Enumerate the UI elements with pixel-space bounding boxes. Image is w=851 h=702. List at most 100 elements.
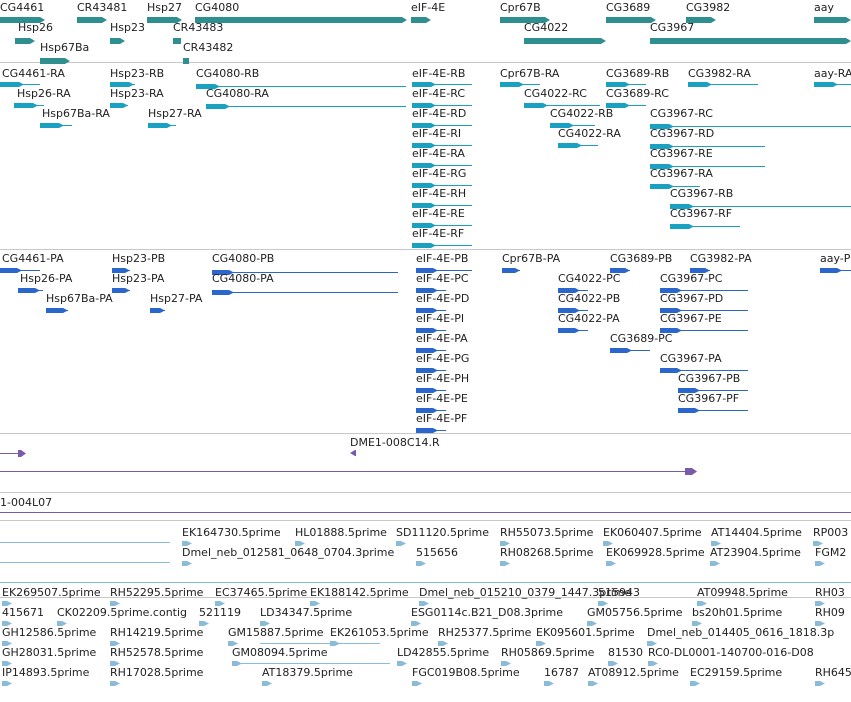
proteins-label-cg3967-pe[interactable]: CG3967-PE [660,312,722,325]
proteins-label-eif-4e-ph[interactable]: eIF-4E-PH [416,372,470,385]
ests-label-at09948-5prime[interactable]: AT09948.5prime [697,586,788,599]
ests-label-fgm2[interactable]: FGM2 [815,546,847,559]
gene-feature-cr43481[interactable] [77,17,107,23]
est-feature-dmel-neb-014405-0616-1818-3p[interactable] [647,641,657,646]
genes-label-cg3982[interactable]: CG3982 [686,1,731,14]
protein-feature-cg4461-pa[interactable] [0,268,22,273]
est-feature-81530[interactable] [608,661,618,666]
est-feature-ek095601-5prime[interactable] [536,641,546,646]
ests-label-ek069928-5prime[interactable]: EK069928.5prime [606,546,705,559]
est-feature-rh03[interactable] [815,601,825,606]
transcripts-label-cg4022-ra[interactable]: CG4022-RA [558,127,621,140]
est-feature-rh14219-5prime[interactable] [110,641,120,646]
protein-feature-hsp27-pa[interactable] [150,308,165,313]
transcripts-label-cg3967-ra[interactable]: CG3967-RA [650,167,713,180]
transcript-feature-eif-4e-re[interactable] [412,223,436,228]
proteins-label-cg3967-pf[interactable]: CG3967-PF [678,392,740,405]
protein-feature-hsp26-pa[interactable] [18,288,40,293]
proteins-label-cg4022-pa[interactable]: CG4022-PA [558,312,620,325]
ests-label-rp003[interactable]: RP003 [813,526,849,539]
protein-feature-eif-4e-pe[interactable] [416,408,438,413]
ests-label-dmel-neb-015210-0379-1447-3prime[interactable]: Dmel_neb_015210_0379_1447.3prime [419,586,632,599]
proteins-label-eif-4e-pc[interactable]: eIF-4E-PC [416,272,469,285]
transcripts-label-eif-4e-rf[interactable]: eIF-4E-RF [412,227,465,240]
transcripts-label-cg3967-re[interactable]: CG3967-RE [650,147,713,160]
protein-feature-cg3967-pe[interactable] [660,328,682,333]
est-feature-hl01888-5prime[interactable] [295,541,305,546]
ests-label-at14404-5prime[interactable]: AT14404.5prime [711,526,802,539]
ests-label-dmel-neb-014405-0616-1818-3p[interactable]: Dmel_neb_014405_0616_1818.3p [647,626,835,639]
genes-label-cpr67b[interactable]: Cpr67B [500,1,541,14]
est-feature-rp003[interactable] [813,541,823,546]
genes-label-cg4080[interactable]: CG4080 [195,1,240,14]
clone-feature-dme1-008c14-r[interactable] [685,468,697,475]
transcripts-label-eif-4e-rc[interactable]: eIF-4E-RC [412,87,466,100]
transcripts-label-cg4080-rb[interactable]: CG4080-RB [196,67,260,80]
ests-label-rh55073-5prime[interactable]: RH55073.5prime [500,526,594,539]
ests-label-rh52295-5prime[interactable]: RH52295.5prime [110,586,204,599]
ests-label-ec37465-5prime[interactable]: EC37465.5prime [215,586,308,599]
est-feature-ek188142-5prime[interactable] [310,601,320,606]
est-feature-rh17028-5prime[interactable] [110,681,120,686]
est-feature-rh645[interactable] [815,681,825,686]
ests-label-gh12586-5prime[interactable]: GH12586.5prime [2,626,97,639]
ests-label-ck02209-5prime-contig[interactable]: CK02209.5prime.contig [57,606,188,619]
est-feature-at08912-5prime[interactable] [588,681,598,686]
transcripts-label-cg3967-rf[interactable]: CG3967-RF [670,207,733,220]
genes-label-hsp67ba[interactable]: Hsp67Ba [40,41,90,54]
ests-label-rh03[interactable]: RH03 [815,586,845,599]
ests-label-esg0114c-b21-d08-3prime[interactable]: ESG0114c.B21_D08.3prime [411,606,564,619]
transcript-feature-cg3982-ra[interactable] [688,82,712,87]
gene-feature-hsp26[interactable] [15,38,35,44]
ests-label-ld34347-5prime[interactable]: LD34347.5prime [260,606,353,619]
transcripts-label-cg3967-rd[interactable]: CG3967-RD [650,127,715,140]
gene-feature-hsp67ba[interactable] [40,58,70,64]
est-feature-fgc019b08-5prime[interactable] [412,681,422,686]
proteins-label-cg4022-pb[interactable]: CG4022-PB [558,292,621,305]
genes-label-cr43481[interactable]: CR43481 [77,1,128,14]
protein-feature-cg3967-pf[interactable] [678,408,700,413]
est-feature-gh12586-5prime[interactable] [2,641,12,646]
transcripts-label-hsp67ba-ra[interactable]: Hsp67Ba-RA [42,107,110,120]
transcripts-label-cg3967-rb[interactable]: CG3967-RB [670,187,734,200]
proteins-label-eif-4e-pf[interactable]: eIF-4E-PF [416,412,468,425]
gene-feature-cg3689[interactable] [606,17,656,23]
transcripts-label-cg4461-ra[interactable]: CG4461-RA [2,67,65,80]
proteins-label-hsp23-pb[interactable]: Hsp23-PB [112,252,166,265]
proteins-label-eif-4e-pi[interactable]: eIF-4E-PI [416,312,465,325]
transcript-feature-cg3967-rc[interactable] [650,124,674,129]
protein-feature-eif-4e-pc[interactable] [416,288,438,293]
proteins-label-cg4080-pb[interactable]: CG4080-PB [212,252,275,265]
est-feature-rh52295-5prime[interactable] [110,601,120,606]
ests-label-ek164730-5prime[interactable]: EK164730.5prime [182,526,281,539]
est-feature-rh25377-5prime[interactable] [438,641,448,646]
proteins-label-eif-4e-pa[interactable]: eIF-4E-PA [416,332,468,345]
est-feature-ek069928-5prime[interactable] [606,561,616,566]
genes-label-eif-4e[interactable]: eIF-4E [411,1,446,14]
proteins-label-aay-p[interactable]: aay-P [820,252,851,265]
ests-label-rh645[interactable]: RH645 [815,666,851,679]
proteins-label-cg3689-pc[interactable]: CG3689-PC [610,332,673,345]
transcript-feature-eif-4e-rg[interactable] [412,183,436,188]
est-feature-sd11120-5prime[interactable] [396,541,406,546]
proteins-label-hsp23-pa[interactable]: Hsp23-PA [112,272,165,285]
ests-label-hl01888-5prime[interactable]: HL01888.5prime [295,526,387,539]
ests-label-at23904-5prime[interactable]: AT23904.5prime [710,546,801,559]
genes-label-hsp23[interactable]: Hsp23 [110,21,145,34]
est-feature-rh05869-5prime[interactable] [501,661,511,666]
est-feature-ek060407-5prime[interactable] [603,541,613,546]
est-feature-rc0-dl0001-140700-016-d08[interactable] [648,661,658,666]
transcript-feature-eif-4e-rf[interactable] [412,243,436,248]
transcripts-label-eif-4e-ri[interactable]: eIF-4E-RI [412,127,462,140]
protein-feature-cg4080-pa[interactable] [212,290,234,295]
transcript-feature-cpr67b-ra[interactable] [500,82,524,87]
ests-label-bs20h01-5prime[interactable]: bs20h01.5prime [692,606,783,619]
proteins-label-cg3967-pc[interactable]: CG3967-PC [660,272,723,285]
transcripts-label-eif-4e-rh[interactable]: eIF-4E-RH [412,187,467,200]
gene-feature-cg4022[interactable] [524,38,606,44]
transcripts-label-cg3689-rb[interactable]: CG3689-RB [606,67,670,80]
protein-feature-eif-4e-ph[interactable] [416,388,438,393]
gene-feature-cg4461[interactable] [0,17,45,23]
protein-feature-eif-4e-pi[interactable] [416,328,438,333]
clones-label-dme1-008c14-r[interactable]: DME1-008C14.R [350,436,440,449]
